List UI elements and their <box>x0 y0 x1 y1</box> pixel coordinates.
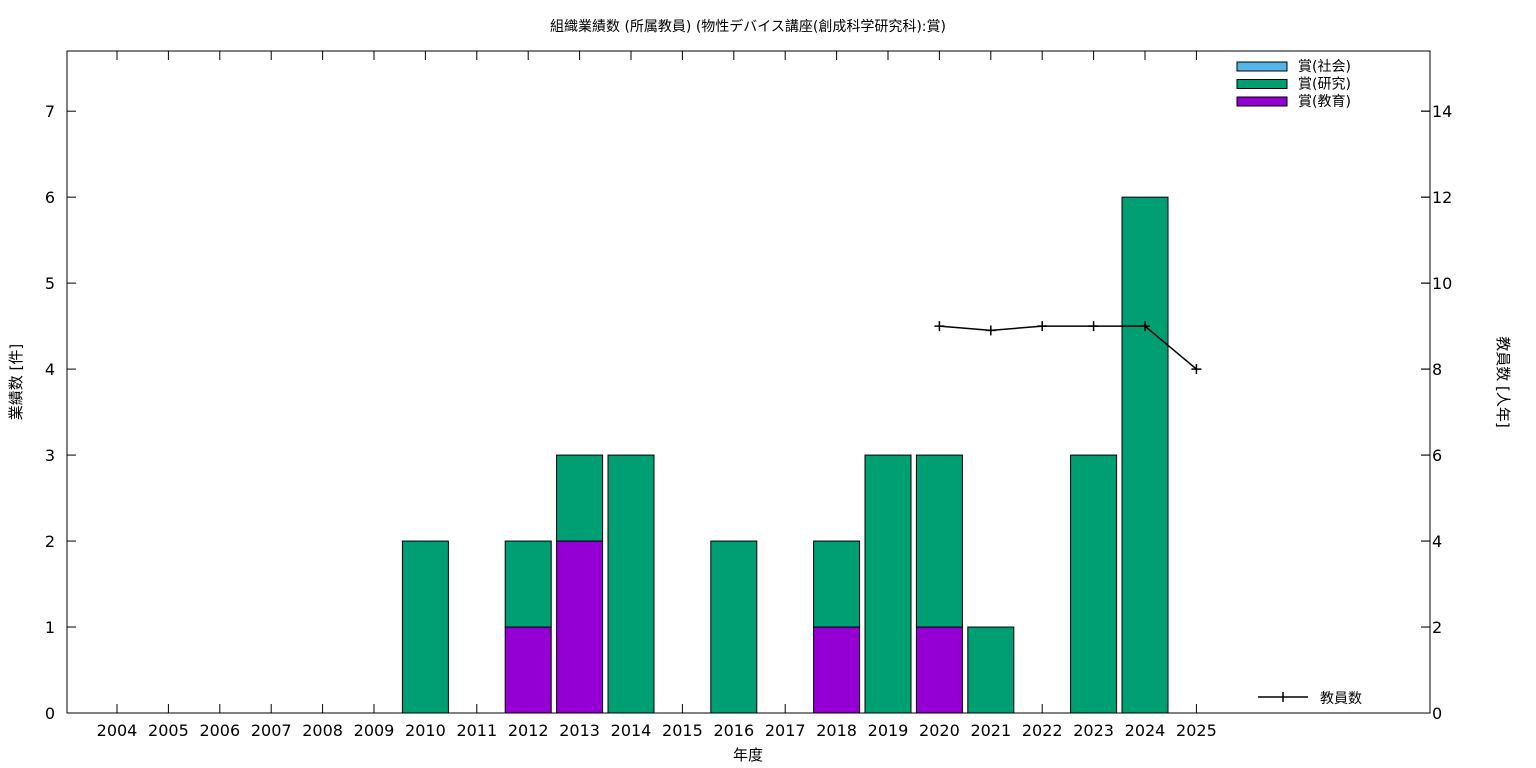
legend-item: 賞(研究) <box>1236 77 1351 93</box>
bar-2019 <box>864 454 912 714</box>
y2-tick-label: 14 <box>1432 102 1452 121</box>
legend-item-line: 教員数 <box>1258 691 1362 707</box>
x-tick-label: 2012 <box>508 721 549 740</box>
y-tick-label: 6 <box>45 188 55 207</box>
bar-2013 <box>556 540 604 714</box>
x-tick-label: 2006 <box>199 721 240 740</box>
y2-axis-label: 教員数 [人年] <box>1494 336 1512 427</box>
bar-2016 <box>710 540 758 714</box>
bar-2020 <box>915 454 963 628</box>
y2-tick-label: 0 <box>1432 704 1442 723</box>
legend-swatch <box>1236 61 1288 72</box>
x-tick-label: 2021 <box>970 721 1011 740</box>
bar-2021 <box>967 626 1015 714</box>
x-tick-label: 2015 <box>662 721 703 740</box>
bar-2010 <box>401 540 449 714</box>
bar-2018 <box>813 540 861 628</box>
legend-item: 賞(教育) <box>1236 94 1351 110</box>
legend-swatch <box>1236 79 1288 89</box>
y-tick-label: 0 <box>45 704 55 723</box>
legend-label: 賞(社会) <box>1298 59 1351 75</box>
bar-2013 <box>556 454 604 542</box>
legend-label: 賞(研究) <box>1298 77 1351 93</box>
bar-2018 <box>813 626 861 714</box>
y2-tick-label: 10 <box>1432 274 1452 293</box>
y2-axis: 0 2 4 6 8 10 12 14 <box>1421 102 1452 723</box>
chart-title: 組織業績数 (所属教員) (物性デバイス講座(創成科学研究科):賞) <box>550 18 946 35</box>
x-tick-label: 2008 <box>302 721 343 740</box>
y-tick-label: 4 <box>45 360 55 379</box>
legend-swatch <box>1236 96 1288 107</box>
y-axis-label: 業績数 [件] <box>7 344 25 420</box>
x-tick-label: 2004 <box>97 721 138 740</box>
y-tick-label: 3 <box>45 446 55 465</box>
x-tick-label: 2020 <box>919 721 960 740</box>
bars <box>401 196 1169 714</box>
y2-tick-label: 2 <box>1432 618 1442 637</box>
x-tick-label: 2019 <box>868 721 909 740</box>
y2-tick-label: 12 <box>1432 188 1452 207</box>
x-tick-label: 2017 <box>765 721 806 740</box>
y-tick-label: 2 <box>45 532 55 551</box>
faculty-count-point <box>1140 321 1150 332</box>
faculty-count-point <box>985 325 996 336</box>
faculty-count-point <box>1037 321 1048 332</box>
x-axis-label: 年度 <box>733 746 763 764</box>
x-tick-label: 2011 <box>456 721 497 740</box>
x-tick-label: 2013 <box>559 721 600 740</box>
legend: 賞(社会) 賞(研究)賞(教育) 教員数 <box>1236 59 1362 707</box>
bar-2014 <box>607 454 655 714</box>
x-tick-label: 2014 <box>611 721 652 740</box>
legend-label: 賞(教育) <box>1298 94 1351 110</box>
legend-label: 教員数 <box>1320 691 1362 707</box>
y2-tick-label: 8 <box>1432 360 1442 379</box>
faculty-count-line <box>934 321 1202 375</box>
x-tick-label: 2022 <box>1022 721 1063 740</box>
bar-2012 <box>504 626 552 714</box>
bar-2024 <box>1121 196 1169 714</box>
y-tick-label: 1 <box>45 618 55 637</box>
y2-tick-label: 6 <box>1432 446 1442 465</box>
faculty-count-polyline <box>939 325 1197 370</box>
x-tick-label: 2018 <box>816 721 857 740</box>
x-tick-label: 2024 <box>1125 721 1166 740</box>
faculty-count-point <box>1191 364 1202 375</box>
faculty-count-point <box>1088 321 1099 332</box>
x-axis: 2004 2005 2006 2007 2008 2009 2010 2011 2012 2013… <box>97 51 1217 740</box>
faculty-count-point <box>934 321 945 332</box>
x-tick-label: 2007 <box>251 721 292 740</box>
x-tick-label: 2016 <box>713 721 754 740</box>
x-tick-label: 2025 <box>1176 721 1217 740</box>
bar-2023 <box>1070 454 1118 714</box>
bar-2012 <box>504 540 552 628</box>
y-tick-label: 5 <box>45 274 55 293</box>
x-tick-label: 2010 <box>405 721 446 740</box>
x-tick-label: 2009 <box>354 721 395 740</box>
y-tick-label: 7 <box>45 102 55 121</box>
legend-item: 賞(社会) <box>1236 59 1351 75</box>
x-tick-label: 2005 <box>148 721 189 740</box>
y2-tick-label: 4 <box>1432 532 1442 551</box>
bar-2020 <box>915 626 963 714</box>
x-tick-label: 2023 <box>1073 721 1114 740</box>
